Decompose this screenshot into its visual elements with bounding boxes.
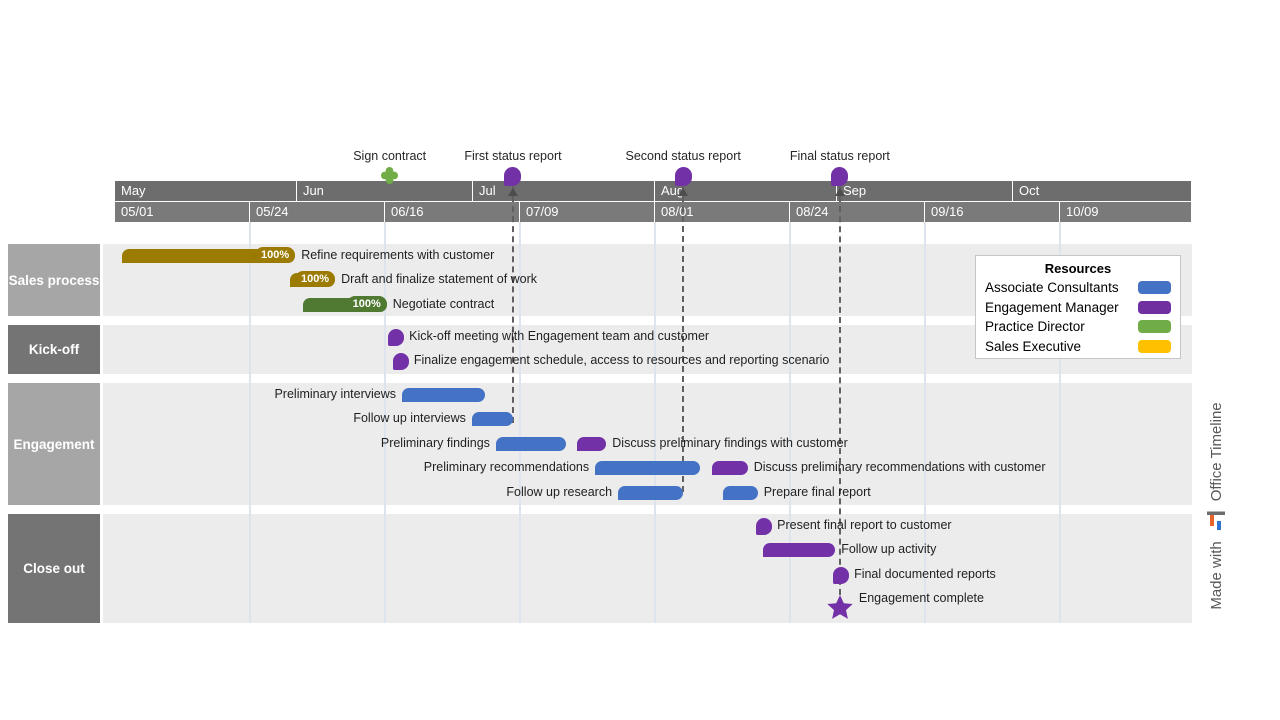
milestone-marker[interactable] xyxy=(388,328,405,346)
task-label: Engagement complete xyxy=(858,591,984,605)
date-cell: 08/24 xyxy=(790,201,925,222)
task-label: Negotiate contract xyxy=(392,296,495,311)
task-label: Follow up activity xyxy=(841,542,937,556)
connector-line xyxy=(838,186,841,595)
gridline xyxy=(1059,222,1061,623)
task-bar[interactable]: 100% xyxy=(289,271,336,287)
legend-color-swatch xyxy=(1138,320,1171,334)
task-bar[interactable] xyxy=(402,387,485,402)
milestone-marker[interactable] xyxy=(756,517,773,535)
task-bar[interactable] xyxy=(763,543,836,557)
legend-color-swatch xyxy=(1138,300,1171,314)
date-cell: 05/01 xyxy=(115,201,250,222)
month-cell: May xyxy=(115,181,297,201)
status-report-marker[interactable] xyxy=(504,167,522,186)
date-cell: 07/09 xyxy=(520,201,655,222)
task-label: Preliminary interviews xyxy=(274,386,397,401)
legend-item: Practice Director xyxy=(976,317,1180,337)
task-bar[interactable] xyxy=(471,412,513,426)
star-marker[interactable] xyxy=(827,594,853,620)
gridline xyxy=(384,222,386,623)
connector-arrow-icon xyxy=(507,188,518,196)
task-label: Present final report to customer xyxy=(777,517,952,532)
top-milestone-label: First status report xyxy=(464,149,562,163)
task-label: Preliminary recommendations xyxy=(423,460,590,474)
date-cell: 08/01 xyxy=(655,201,790,222)
percent-badge: 100% xyxy=(346,295,387,312)
task-bar[interactable]: 100% xyxy=(122,246,296,263)
gridline xyxy=(789,222,791,623)
brand-name-text: Office Timeline xyxy=(1207,402,1225,502)
task-bar[interactable] xyxy=(495,436,566,451)
top-milestone-label: Final status report xyxy=(789,149,890,163)
legend-item-label: Sales Executive xyxy=(985,338,1082,354)
legend-color-swatch xyxy=(1138,281,1171,295)
task-label: Follow up research xyxy=(506,484,613,499)
task-label: Preliminary findings xyxy=(380,435,490,450)
month-cell: Sep xyxy=(836,181,1014,201)
top-milestone-label: Sign contract xyxy=(353,149,427,163)
task-label: Final documented reports xyxy=(854,566,996,581)
date-cell: 10/09 xyxy=(1060,201,1193,222)
connector-line xyxy=(511,186,514,423)
date-cell: 09/16 xyxy=(925,201,1060,222)
task-label: Prepare final report xyxy=(763,484,871,499)
date-cell: 06/16 xyxy=(385,201,520,222)
task-label: Discuss preliminary findings with custom… xyxy=(612,435,848,450)
task-bar[interactable] xyxy=(595,461,701,475)
top-milestone-label: Second status report xyxy=(625,149,741,163)
task-bar[interactable] xyxy=(723,485,758,500)
task-label: Kick-off meeting with Engagement team an… xyxy=(409,328,710,343)
resources-legend: Resources Associate Consultants Engagemen… xyxy=(975,255,1181,359)
task-label: Follow up interviews xyxy=(353,411,466,425)
milestone-marker[interactable] xyxy=(392,353,409,370)
month-cell: Jul xyxy=(473,181,655,201)
task-label: Finalize engagement schedule, access to … xyxy=(413,353,830,367)
percent-badge: 100% xyxy=(294,271,336,287)
date-cell: 05/24 xyxy=(250,201,385,222)
month-cell: Jun xyxy=(296,181,474,201)
swimlane-band xyxy=(103,383,1192,505)
gridline xyxy=(654,222,656,623)
legend-item: Sales Executive xyxy=(976,337,1180,357)
milestone-marker[interactable] xyxy=(833,566,850,584)
gridline xyxy=(249,222,251,623)
connector-line xyxy=(682,186,685,492)
task-label: Discuss preliminary recommendations with… xyxy=(753,460,1046,474)
gridline xyxy=(519,222,521,623)
status-report-marker[interactable] xyxy=(674,167,692,186)
sign-contract-flower-icon[interactable] xyxy=(381,167,399,184)
status-report-marker[interactable] xyxy=(831,167,849,186)
legend-rows: Associate Consultants Engagement Manager P… xyxy=(976,278,1180,356)
lane-label: Engagement xyxy=(8,383,100,505)
task-bar[interactable] xyxy=(576,436,607,451)
task-bar[interactable] xyxy=(711,461,748,475)
legend-item: Associate Consultants xyxy=(976,278,1180,298)
legend-item: Engagement Manager xyxy=(976,298,1180,318)
connector-arrow-icon xyxy=(834,188,845,196)
office-timeline-logo-icon xyxy=(1206,511,1226,531)
made-with-text: Made with xyxy=(1207,541,1225,610)
task-bar[interactable] xyxy=(618,485,684,500)
branding: Made with Office Timeline xyxy=(1203,373,1229,639)
legend-item-label: Engagement Manager xyxy=(985,299,1119,315)
lane-label: Sales process xyxy=(8,244,100,316)
task-label: Refine requirements with customer xyxy=(301,247,495,262)
percent-badge: 100% xyxy=(255,246,296,263)
lane-label: Close out xyxy=(8,514,100,623)
connector-arrow-icon xyxy=(678,188,689,196)
gridline xyxy=(924,222,926,623)
legend-color-swatch xyxy=(1138,339,1171,353)
lane-label: Kick-off xyxy=(8,325,100,374)
legend-item-label: Associate Consultants xyxy=(985,280,1119,296)
task-bar[interactable]: 100% xyxy=(302,295,387,312)
legend-title: Resources xyxy=(1044,261,1112,276)
month-cell: Oct xyxy=(1013,181,1193,201)
legend-item-label: Practice Director xyxy=(985,319,1085,335)
task-label: Draft and finalize statement of work xyxy=(341,272,538,286)
swimlane-band xyxy=(103,514,1192,623)
